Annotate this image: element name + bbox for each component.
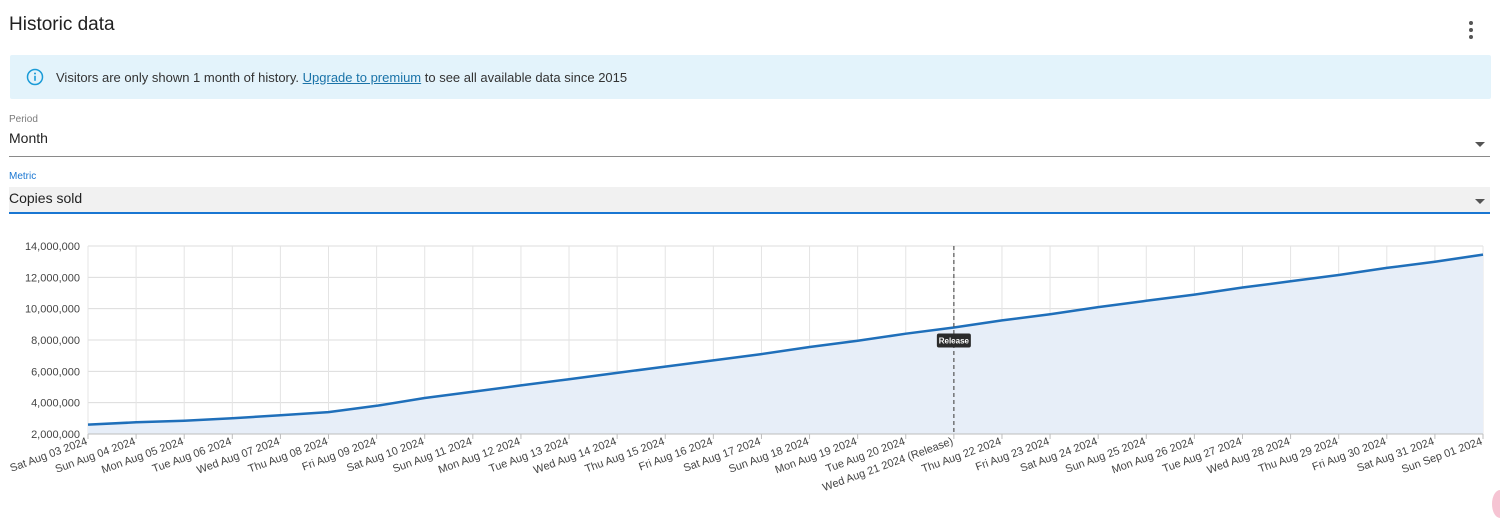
- alert-text-before: Visitors are only shown 1 month of histo…: [56, 69, 303, 85]
- y-tick-label: 10,000,000: [25, 304, 80, 316]
- menu-dot: [1469, 21, 1473, 25]
- chevron-down-icon: [1475, 142, 1485, 147]
- copies-sold-chart: 2,000,000 4,000,000 6,000,000 8,000,000 10,0…: [8, 241, 1484, 494]
- series-line: [87, 253, 1484, 426]
- period-value: Month: [9, 130, 48, 146]
- period-label: Period: [9, 114, 38, 125]
- y-tick-label: 6,000,000: [31, 366, 80, 378]
- y-tick-label: 4,000,000: [31, 398, 80, 410]
- upgrade-link[interactable]: Upgrade to premium: [302, 69, 422, 85]
- premium-alert: Visitors are only shown 1 month of histo…: [10, 55, 1491, 99]
- y-tick-label: 12,000,000: [25, 272, 80, 284]
- menu-dot: [1469, 35, 1473, 39]
- release-marker-badge: [936, 333, 971, 348]
- alert-text: Visitors are only shown 1 month of histo…: [56, 70, 627, 85]
- y-tick-label: 2,000,000: [31, 429, 80, 441]
- y-tick-label: 8,000,000: [31, 335, 80, 347]
- alert-text-after: to see all available data since 2015: [421, 69, 628, 85]
- menu-dot: [1469, 28, 1473, 32]
- metric-label: Metric: [9, 171, 37, 182]
- metric-select[interactable]: Metric Copies sold: [9, 171, 1490, 214]
- chevron-down-icon: [1475, 199, 1485, 204]
- card-title: Historic data: [9, 14, 115, 35]
- metric-underline: [9, 212, 1490, 214]
- release-marker-label: Release: [939, 336, 970, 345]
- metric-value: Copies sold: [9, 190, 83, 206]
- floating-action-button[interactable]: [1492, 490, 1500, 518]
- period-select[interactable]: Period Month: [9, 114, 1490, 157]
- metric-value-box: Copies sold: [9, 187, 1490, 213]
- more-vert-icon[interactable]: [1461, 17, 1481, 43]
- info-icon: [26, 68, 44, 86]
- period-underline: [9, 156, 1490, 157]
- series-area: [88, 254, 1483, 434]
- y-tick-label: 14,000,000: [25, 241, 80, 253]
